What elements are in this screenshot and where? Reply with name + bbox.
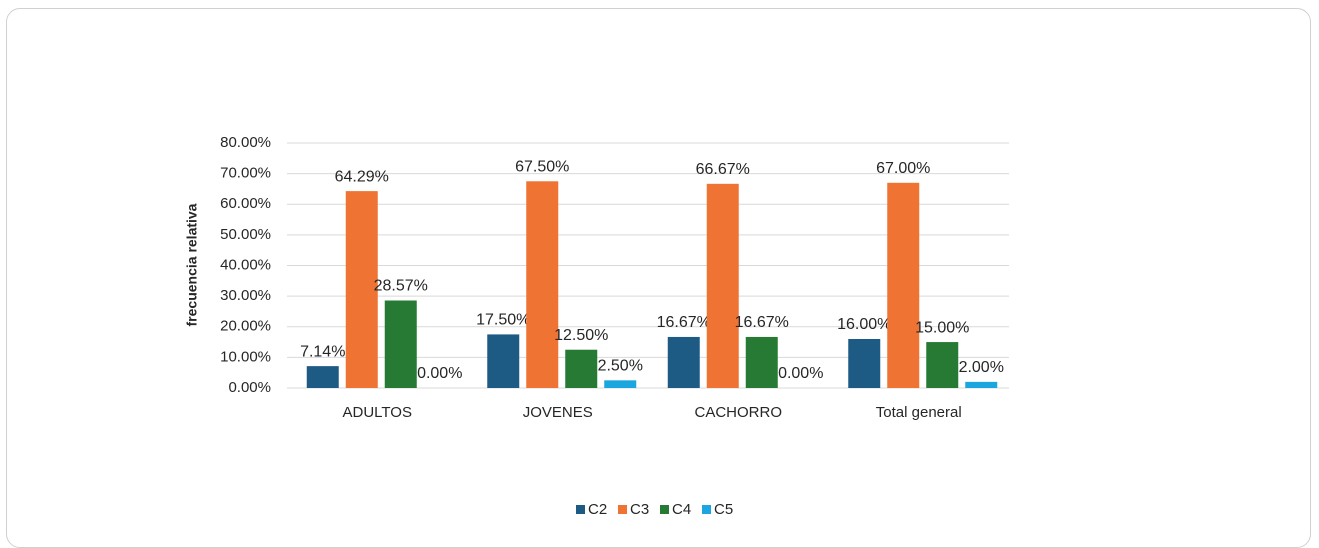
x-tick-label: Total general	[876, 404, 962, 421]
bar	[306, 366, 339, 388]
bar	[604, 380, 637, 388]
y-tick-label: 50.00%	[220, 226, 271, 243]
x-tick-label: ADULTOS	[343, 404, 412, 421]
data-label: 28.57%	[374, 278, 428, 295]
bar	[345, 191, 378, 388]
data-label: 2.50%	[598, 358, 643, 375]
legend-swatch	[576, 505, 585, 514]
y-tick-label: 20.00%	[220, 318, 271, 335]
legend-swatch	[618, 505, 627, 514]
data-label: 67.50%	[515, 159, 569, 176]
x-tick-label: JOVENES	[523, 404, 593, 421]
data-label: 12.50%	[554, 327, 608, 344]
bar	[926, 342, 959, 388]
y-tick-label: 30.00%	[220, 287, 271, 304]
data-label: 67.00%	[876, 160, 930, 177]
y-tick-label: 60.00%	[220, 195, 271, 212]
data-label: 16.67%	[735, 314, 789, 331]
legend-label: C4	[672, 501, 691, 518]
bar	[848, 339, 881, 388]
data-label: 17.50%	[476, 312, 530, 329]
data-label: 15.00%	[915, 319, 969, 336]
data-label: 7.14%	[300, 343, 345, 360]
data-label: 16.67%	[657, 314, 711, 331]
data-label: 2.00%	[959, 359, 1004, 376]
bar	[706, 183, 739, 388]
y-axis-title: frecuencia relativa	[184, 203, 200, 326]
bar	[526, 181, 559, 388]
bar	[887, 182, 920, 388]
data-label: 64.29%	[335, 168, 389, 185]
bar	[565, 349, 598, 388]
legend-swatch	[660, 505, 669, 514]
bar	[965, 381, 998, 388]
data-label: 0.00%	[778, 365, 823, 382]
bar	[487, 334, 520, 388]
data-label: 66.67%	[696, 161, 750, 178]
legend-swatch	[702, 505, 711, 514]
bar	[745, 336, 778, 388]
data-label: 16.00%	[837, 316, 891, 333]
y-tick-label: 40.00%	[220, 256, 271, 273]
y-tick-label: 80.00%	[220, 134, 271, 151]
legend-label: C5	[714, 501, 733, 518]
data-label: 0.00%	[417, 365, 462, 382]
bar	[667, 336, 700, 388]
y-tick-label: 10.00%	[220, 348, 271, 365]
bar	[384, 300, 417, 388]
y-tick-label: 70.00%	[220, 165, 271, 182]
legend-label: C3	[630, 501, 649, 518]
y-tick-label: 0.00%	[228, 379, 271, 396]
x-tick-label: CACHORRO	[694, 404, 782, 421]
legend-label: C2	[588, 501, 607, 518]
